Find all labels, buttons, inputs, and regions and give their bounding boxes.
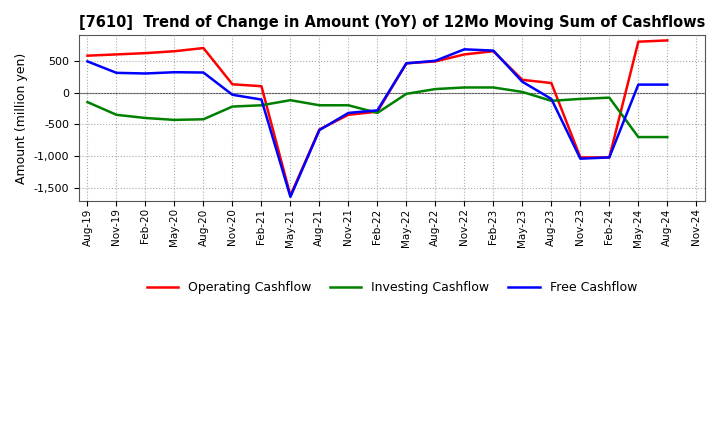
Operating Cashflow <box>315 127 324 132</box>
Operating Cashflow <box>344 112 353 117</box>
Free Cashflow <box>344 110 353 116</box>
Free Cashflow <box>112 70 121 76</box>
Operating Cashflow <box>112 52 121 57</box>
Operating Cashflow <box>170 48 179 54</box>
Line: Free Cashflow: Free Cashflow <box>87 49 667 197</box>
Free Cashflow <box>576 156 585 161</box>
Operating Cashflow <box>460 52 469 57</box>
Investing Cashflow <box>460 85 469 90</box>
Operating Cashflow <box>576 155 585 160</box>
Legend: Operating Cashflow, Investing Cashflow, Free Cashflow: Operating Cashflow, Investing Cashflow, … <box>142 276 642 299</box>
Operating Cashflow <box>286 193 294 198</box>
Operating Cashflow <box>489 48 498 54</box>
Operating Cashflow <box>228 82 237 87</box>
Free Cashflow <box>141 71 150 76</box>
Free Cashflow <box>663 82 672 87</box>
Line: Operating Cashflow: Operating Cashflow <box>87 40 667 195</box>
Investing Cashflow <box>605 95 613 100</box>
Investing Cashflow <box>634 135 643 140</box>
Investing Cashflow <box>547 98 556 103</box>
Investing Cashflow <box>518 89 526 95</box>
Operating Cashflow <box>431 59 440 64</box>
Y-axis label: Amount (million yen): Amount (million yen) <box>15 52 28 183</box>
Investing Cashflow <box>141 115 150 121</box>
Free Cashflow <box>257 97 266 102</box>
Investing Cashflow <box>344 103 353 108</box>
Free Cashflow <box>199 70 208 75</box>
Operating Cashflow <box>402 61 410 66</box>
Investing Cashflow <box>373 110 382 116</box>
Investing Cashflow <box>112 112 121 117</box>
Title: [7610]  Trend of Change in Amount (YoY) of 12Mo Moving Sum of Cashflows: [7610] Trend of Change in Amount (YoY) o… <box>78 15 705 30</box>
Operating Cashflow <box>257 84 266 89</box>
Free Cashflow <box>286 194 294 199</box>
Line: Investing Cashflow: Investing Cashflow <box>87 88 667 137</box>
Investing Cashflow <box>83 99 91 105</box>
Investing Cashflow <box>170 117 179 123</box>
Investing Cashflow <box>228 104 237 109</box>
Free Cashflow <box>315 128 324 133</box>
Free Cashflow <box>634 82 643 87</box>
Operating Cashflow <box>83 53 91 59</box>
Investing Cashflow <box>489 85 498 90</box>
Operating Cashflow <box>605 155 613 160</box>
Free Cashflow <box>373 108 382 113</box>
Free Cashflow <box>460 47 469 52</box>
Investing Cashflow <box>286 98 294 103</box>
Operating Cashflow <box>518 77 526 82</box>
Free Cashflow <box>170 70 179 75</box>
Free Cashflow <box>489 48 498 53</box>
Operating Cashflow <box>634 39 643 44</box>
Operating Cashflow <box>141 51 150 56</box>
Free Cashflow <box>431 58 440 63</box>
Investing Cashflow <box>257 103 266 108</box>
Free Cashflow <box>83 59 91 64</box>
Investing Cashflow <box>402 91 410 96</box>
Operating Cashflow <box>547 81 556 86</box>
Operating Cashflow <box>663 38 672 43</box>
Free Cashflow <box>547 96 556 102</box>
Free Cashflow <box>228 92 237 97</box>
Operating Cashflow <box>373 109 382 114</box>
Free Cashflow <box>402 61 410 66</box>
Investing Cashflow <box>199 117 208 122</box>
Investing Cashflow <box>663 135 672 140</box>
Free Cashflow <box>518 79 526 84</box>
Operating Cashflow <box>199 45 208 51</box>
Investing Cashflow <box>431 86 440 92</box>
Investing Cashflow <box>576 96 585 102</box>
Investing Cashflow <box>315 103 324 108</box>
Free Cashflow <box>605 155 613 160</box>
